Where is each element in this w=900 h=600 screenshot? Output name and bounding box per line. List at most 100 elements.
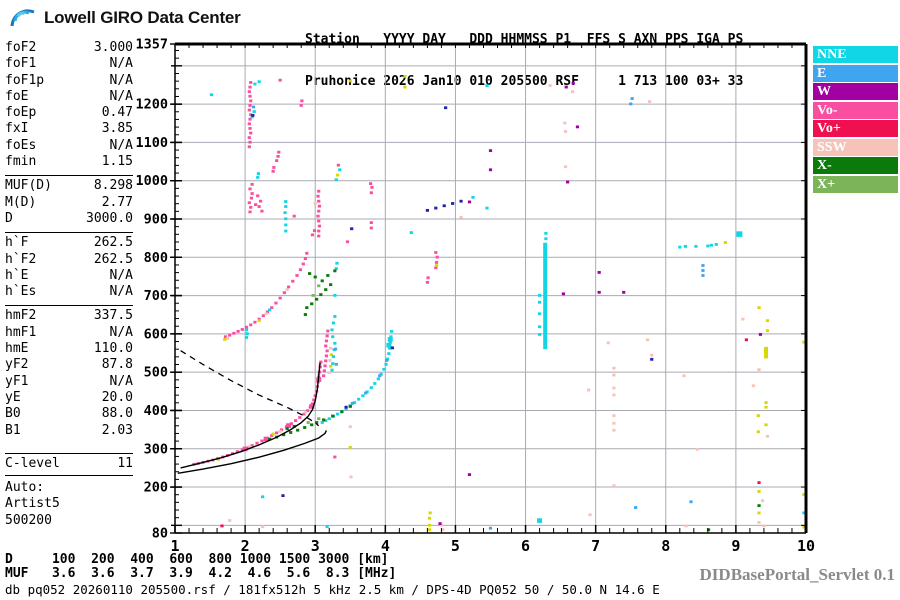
svg-text:200: 200	[144, 480, 168, 496]
logo-text: Lowell GIRO Data Center	[44, 8, 241, 27]
parameter-row: hmE 110.0	[5, 341, 133, 357]
parameter-value: 11	[117, 455, 133, 471]
parameter-value: N/A	[109, 373, 133, 389]
parameter-label: M(D)	[5, 194, 37, 210]
svg-text:4: 4	[381, 537, 390, 555]
parameter-row: fmin 1.15	[5, 154, 133, 170]
parameter-row: B1 2.03	[5, 423, 133, 439]
axis-labels: 1357120011001000900800700600500400300200…	[135, 37, 815, 556]
parameter-label: foEp	[5, 105, 37, 121]
parameter-label: h`F2	[5, 251, 37, 267]
legend-item-vo+: Vo+	[813, 120, 898, 137]
parameter-value: 20.0	[101, 389, 133, 405]
svg-text:5: 5	[451, 537, 460, 555]
parameter-label: fmin	[5, 154, 37, 170]
svg-text:8: 8	[661, 537, 670, 555]
plot-gridlines	[175, 44, 806, 533]
parameter-group: hmF2 337.5 hmF1 N/A hmE 110.0 yF2 87.8 yF1 N/A yE 2…	[5, 305, 133, 443]
parameter-row: M(D) 2.77	[5, 195, 133, 211]
parameter-value: 262.5	[93, 235, 133, 251]
autoscaling-line: Artist5	[5, 496, 60, 512]
autoscaling-line: Auto:	[5, 480, 45, 496]
parameter-value: 262.5	[93, 251, 133, 267]
parameter-value: 2.03	[101, 422, 133, 438]
muf-table-row: MUF 3.6 3.6 3.7 3.9 4.2 4.6 5.6 8.3 [MHz…	[5, 565, 397, 581]
dashed-model-curve	[180, 350, 320, 427]
parameter-label: h`Es	[5, 284, 37, 300]
parameter-row: B0 88.0	[5, 406, 133, 422]
parameter-label: fxI	[5, 121, 29, 137]
parameter-value: N/A	[109, 284, 133, 300]
parameter-label: yF1	[5, 373, 29, 389]
svg-text:80: 80	[152, 526, 168, 542]
svg-text:1100: 1100	[135, 135, 168, 151]
parameter-label: yE	[5, 389, 21, 405]
svg-text:3: 3	[311, 537, 320, 555]
parameter-label: foF1	[5, 56, 37, 72]
parameter-label: h`E	[5, 267, 29, 283]
parameter-value: N/A	[109, 137, 133, 153]
parameter-row: yE 20.0	[5, 390, 133, 406]
svg-text:6: 6	[521, 537, 530, 555]
parameter-row: C-level 11	[5, 456, 133, 472]
parameter-value: N/A	[109, 72, 133, 88]
app-logo: Lowell GIRO Data Center	[8, 6, 241, 30]
parameter-value: N/A	[109, 56, 133, 72]
parameter-label: B0	[5, 406, 21, 422]
svg-text:7: 7	[591, 537, 600, 555]
echo-type-legend: NNE E W Vo- Vo+ SSW X- X+	[813, 46, 898, 194]
svg-text:1200: 1200	[135, 97, 168, 113]
svg-text:1: 1	[170, 537, 179, 555]
echo-points	[192, 74, 806, 532]
muf-distance-table: D 100 200 400 600 800 1000 1500 3000 [km…	[5, 553, 396, 580]
svg-text:900: 900	[144, 211, 168, 227]
svg-text:2: 2	[241, 537, 250, 555]
parameter-value: 2.77	[101, 194, 133, 210]
parameter-label: MUF(D)	[5, 178, 52, 194]
parameter-row: MUF(D) 8.298	[5, 178, 133, 194]
parameter-value: 87.8	[101, 357, 133, 373]
parameter-value: 337.5	[93, 308, 133, 324]
parameter-label: foE	[5, 88, 29, 104]
parameter-label: h`F	[5, 235, 29, 251]
parameter-label: hmF2	[5, 308, 37, 324]
parameter-row: foF1p N/A	[5, 73, 133, 89]
parameter-label: hmE	[5, 341, 29, 357]
parameter-panel: foF2 3.000 foF1 N/A foF1p N/A foE N/A foEp 0.47 fx…	[5, 38, 133, 529]
parameter-row: hmF2 337.5	[5, 308, 133, 324]
plot-axes	[170, 42, 808, 534]
legend-item-e: E	[813, 64, 898, 82]
parameter-value: 1.15	[101, 154, 133, 170]
parameter-row: yF2 87.8	[5, 357, 133, 373]
otrace-model-curve	[180, 362, 321, 469]
parameter-label: yF2	[5, 357, 29, 373]
parameter-value: N/A	[109, 267, 133, 283]
parameter-label: foEs	[5, 137, 37, 153]
parameter-value: N/A	[109, 324, 133, 340]
muf-table-row: D 100 200 400 600 800 1000 1500 3000 [km…	[5, 552, 389, 567]
parameter-value: 3.85	[101, 121, 133, 137]
svg-text:300: 300	[144, 441, 168, 457]
parameter-row: yF1 N/A	[5, 374, 133, 390]
file-info-line: db pq052 20260110 205500.rsf / 181fx512h…	[5, 582, 660, 597]
parameter-row: hmF1 N/A	[5, 325, 133, 341]
parameter-label: D	[5, 210, 13, 226]
giro-wave-icon	[10, 9, 35, 27]
parameter-value: 8.298	[93, 178, 133, 194]
legend-item-ssw: SSW	[813, 138, 898, 156]
parameter-label: hmF1	[5, 324, 37, 340]
autoscaling-line: 500200	[5, 512, 52, 528]
parameter-label: foF1p	[5, 72, 45, 88]
legend-item-nne: NNE	[813, 46, 898, 63]
parameter-row: foF1 N/A	[5, 56, 133, 72]
parameter-row: D 3000.0	[5, 211, 133, 227]
svg-text:1357: 1357	[135, 37, 168, 53]
parameter-row: foEp 0.47	[5, 105, 133, 121]
svg-text:600: 600	[144, 326, 168, 342]
parameter-label: B1	[5, 422, 21, 438]
parameter-row: foEs N/A	[5, 138, 133, 154]
svg-text:9: 9	[731, 537, 740, 555]
parameter-label: C-level	[5, 455, 60, 471]
parameter-value: 0.47	[101, 105, 133, 121]
